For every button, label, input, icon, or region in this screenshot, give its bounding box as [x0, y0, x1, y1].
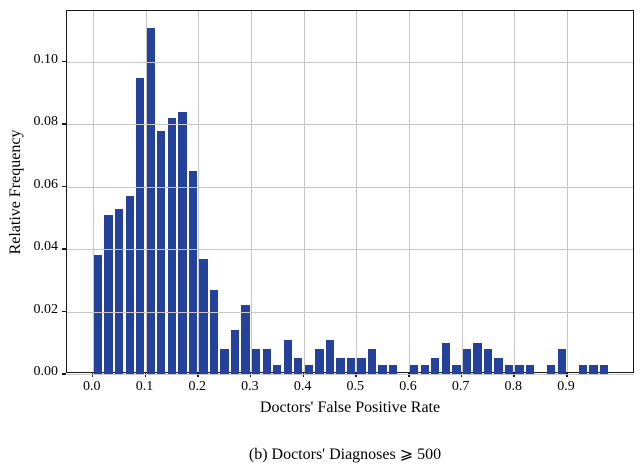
gridline — [567, 11, 568, 372]
histogram-bar — [315, 349, 324, 374]
gridline — [198, 11, 200, 372]
histogram-bar — [346, 358, 356, 374]
histogram-bar — [251, 349, 261, 374]
histogram-bar — [146, 27, 155, 374]
gridline — [67, 374, 633, 375]
x-tick-mark — [144, 373, 146, 377]
gridline — [67, 61, 633, 63]
histogram-bar — [178, 111, 187, 374]
histogram-bar — [388, 364, 398, 374]
gridline — [67, 249, 633, 251]
x-tick-mark — [513, 373, 515, 377]
y-tick-mark — [62, 123, 66, 125]
histogram-bar — [557, 349, 566, 374]
gridline — [67, 186, 633, 188]
gridline — [92, 11, 94, 372]
histogram-bar — [220, 349, 229, 374]
histogram-bar — [188, 171, 198, 374]
histogram-bar — [167, 118, 176, 374]
gridline — [356, 11, 358, 372]
y-tick-label: 0.10 — [33, 51, 59, 67]
histogram-bar — [93, 255, 103, 374]
y-tick-mark — [62, 60, 66, 63]
y-axis-label: Relative Frequency — [7, 129, 24, 255]
histogram-bar — [336, 358, 345, 374]
histogram-bar — [294, 358, 303, 374]
histogram-bar — [441, 342, 450, 374]
histogram-bar — [515, 364, 524, 374]
gridline — [461, 11, 463, 372]
x-tick-label: 0.5 — [346, 379, 365, 394]
x-tick-mark — [197, 373, 199, 377]
histogram-bar — [104, 214, 113, 374]
histogram-bar — [431, 358, 440, 374]
histogram-bar — [209, 289, 219, 374]
y-tick-mark — [62, 248, 66, 250]
x-tick-mark — [408, 373, 410, 377]
x-tick-label: 0.2 — [188, 379, 206, 394]
y-tick-label: 0.02 — [33, 301, 59, 317]
plot-area — [66, 10, 634, 375]
histogram-bar — [157, 130, 166, 374]
x-tick-label: 0.8 — [504, 379, 523, 394]
x-tick-label: 0.6 — [399, 379, 417, 394]
x-tick-mark — [460, 373, 463, 377]
x-axis-label: Doctors' False Positive Rate — [259, 399, 441, 416]
histogram-bar — [357, 358, 366, 374]
y-tick-mark — [62, 310, 66, 313]
histogram-bar — [125, 196, 134, 374]
x-tick-label: 0.0 — [83, 379, 101, 394]
gridline — [514, 11, 516, 372]
gridline — [250, 11, 252, 372]
x-tick-label: 0.7 — [451, 379, 470, 394]
histogram-bar — [262, 349, 271, 374]
y-tick-mark — [62, 185, 66, 188]
x-tick-mark — [566, 373, 568, 377]
histogram-bar — [589, 364, 598, 374]
figure-caption: (b) Doctors' Diagnoses ⩾ 500 — [248, 446, 442, 463]
x-tick-label: 0.9 — [557, 379, 575, 394]
x-tick-mark — [249, 373, 252, 377]
histogram-bar — [462, 349, 472, 374]
y-tick-label: 0.00 — [33, 364, 59, 379]
gridline — [67, 311, 633, 313]
histogram-bar — [473, 342, 482, 374]
histogram-bar — [114, 208, 124, 374]
gridline — [67, 124, 633, 126]
y-tick-mark — [62, 373, 66, 375]
x-tick-label: 0.3 — [241, 379, 259, 394]
histogram-bar — [304, 364, 313, 374]
y-tick-label: 0.04 — [33, 239, 59, 255]
histogram-bar — [273, 364, 282, 374]
x-tick-label: 0.1 — [135, 379, 154, 394]
histogram-bar — [452, 364, 461, 374]
gridline — [145, 11, 147, 372]
x-tick-mark — [355, 373, 357, 377]
histogram-bar — [504, 364, 514, 374]
histogram-bar — [547, 364, 556, 374]
histogram-bar — [483, 349, 493, 374]
x-tick-mark — [91, 373, 94, 377]
histogram-bar — [378, 364, 387, 374]
y-tick-label: 0.08 — [33, 114, 59, 130]
histogram-bar — [199, 258, 208, 374]
histogram-bar — [367, 349, 377, 374]
histogram-bar — [494, 358, 503, 374]
histogram-bar — [230, 330, 240, 374]
histogram-bar — [136, 77, 145, 374]
x-tick-label: 0.4 — [293, 379, 312, 394]
histogram-bar — [599, 364, 609, 374]
gridline — [409, 11, 410, 372]
gridline — [303, 11, 305, 372]
histogram-bar — [410, 364, 419, 374]
histogram-bar — [420, 364, 429, 374]
x-tick-mark — [302, 373, 305, 377]
y-tick-label: 0.06 — [33, 176, 59, 192]
histogram-bar — [325, 339, 335, 374]
histogram-bar — [241, 305, 250, 374]
histogram-bar — [525, 364, 535, 374]
histogram-bar — [578, 364, 587, 374]
histogram-bar — [283, 339, 292, 374]
